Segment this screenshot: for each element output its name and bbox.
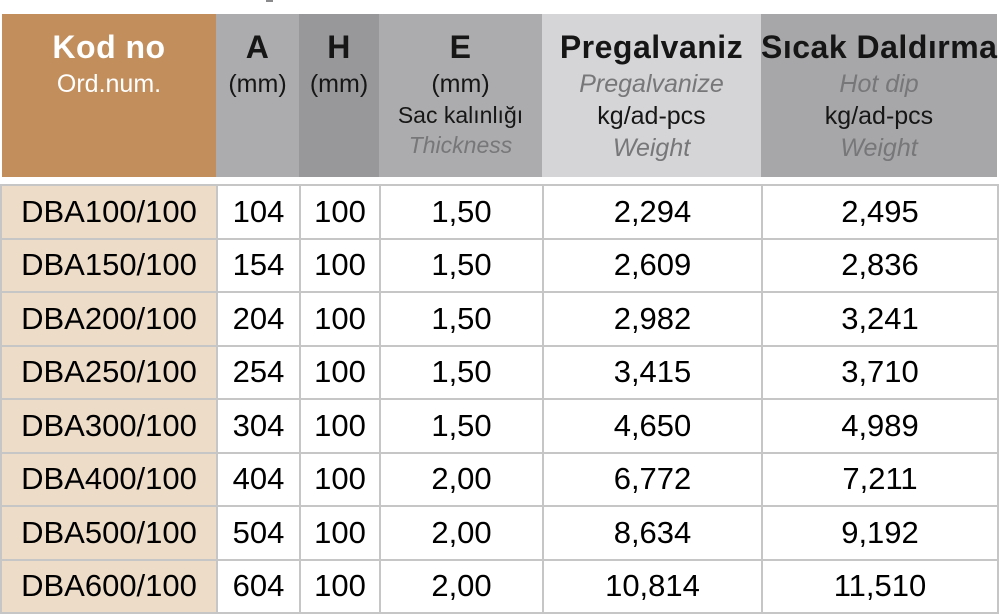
cell-e-thickness: 1,50 (379, 237, 544, 293)
cell-pregalvaniz-weight: 2,609 (542, 237, 763, 293)
header-cell-sicak-daldirma: Sıcak Daldırma Hot dip kg/ad-pcs Weight (761, 14, 997, 177)
cell-h-mm: 100 (299, 291, 381, 347)
cell-a-mm: 154 (216, 237, 301, 293)
cell-a-mm: 604 (216, 558, 301, 614)
pregalvaniz-desc-english: Weight (612, 134, 691, 162)
e-desc-english: Thickness (408, 132, 513, 158)
table-row: DBA250/100 254 100 1,50 3,415 3,710 (0, 344, 999, 400)
cell-h-mm: 100 (299, 505, 381, 561)
a-title: A (245, 29, 270, 65)
h-title: H (327, 29, 351, 65)
a-unit: (mm) (228, 70, 287, 98)
cell-a-mm: 504 (216, 505, 301, 561)
cell-h-mm: 100 (299, 344, 381, 400)
cell-pregalvaniz-weight: 4,650 (542, 398, 763, 454)
cell-kod-no: DBA300/100 (0, 398, 218, 454)
cell-e-thickness: 1,50 (379, 291, 544, 347)
cell-pregalvaniz-weight: 8,634 (542, 505, 763, 561)
cell-sicak-daldirma-weight: 2,836 (761, 237, 999, 293)
cell-e-thickness: 2,00 (379, 505, 544, 561)
cell-kod-no: DBA100/100 (0, 184, 218, 240)
e-desc-turkish: Sac kalınlığı (397, 102, 524, 128)
cell-a-mm: 404 (216, 451, 301, 507)
table-row: DBA300/100 304 100 1,50 4,650 4,989 (0, 398, 999, 454)
header-cell-e: E (mm) Sac kalınlığı Thickness (379, 14, 542, 177)
sicak-daldirma-title: Sıcak Daldırma (761, 29, 998, 65)
cell-kod-no: DBA200/100 (0, 291, 218, 347)
cell-h-mm: 100 (299, 237, 381, 293)
cell-e-thickness: 2,00 (379, 558, 544, 614)
cell-sicak-daldirma-weight: 4,989 (761, 398, 999, 454)
table-row: DBA200/100 204 100 1,50 2,982 3,241 (0, 291, 999, 347)
cell-pregalvaniz-weight: 6,772 (542, 451, 763, 507)
cell-sicak-daldirma-weight: 11,510 (761, 558, 999, 614)
cell-a-mm: 104 (216, 184, 301, 240)
header-cell-kod-no: Kod no Ord.num. (2, 14, 216, 177)
header-cell-h: H (mm) (299, 14, 379, 177)
cell-e-thickness: 2,00 (379, 451, 544, 507)
table-header-row: Kod no Ord.num. A (mm) H (mm) E (mm) Sac… (2, 14, 997, 177)
pregalvaniz-subtitle-english: Pregalvanize (579, 70, 724, 98)
spec-table-body: DBA100/100 104 100 1,50 2,294 2,495 DBA1… (0, 184, 999, 614)
cell-kod-no: DBA400/100 (0, 451, 218, 507)
kod-no-subtitle: Ord.num. (56, 70, 162, 98)
cell-pregalvaniz-weight: 2,982 (542, 291, 763, 347)
cell-sicak-daldirma-weight: 9,192 (761, 505, 999, 561)
sicak-daldirma-subtitle-english: Hot dip (839, 70, 919, 98)
cell-kod-no: DBA600/100 (0, 558, 218, 614)
table-row: DBA400/100 404 100 2,00 6,772 7,211 (0, 451, 999, 507)
cell-h-mm: 100 (299, 558, 381, 614)
cell-h-mm: 100 (299, 398, 381, 454)
cell-pregalvaniz-weight: 3,415 (542, 344, 763, 400)
cell-sicak-daldirma-weight: 2,495 (761, 184, 999, 240)
cell-kod-no: DBA250/100 (0, 344, 218, 400)
cell-e-thickness: 1,50 (379, 184, 544, 240)
table-row: DBA600/100 604 100 2,00 10,814 11,510 (0, 558, 999, 614)
cell-pregalvaniz-weight: 10,814 (542, 558, 763, 614)
cell-a-mm: 254 (216, 344, 301, 400)
cell-pregalvaniz-weight: 2,294 (542, 184, 763, 240)
header-cell-pregalvaniz: Pregalvaniz Pregalvanize kg/ad-pcs Weigh… (542, 14, 761, 177)
cell-e-thickness: 1,50 (379, 344, 544, 400)
cell-kod-no: DBA150/100 (0, 237, 218, 293)
cell-sicak-daldirma-weight: 3,710 (761, 344, 999, 400)
e-unit: (mm) (431, 70, 490, 98)
h-unit: (mm) (309, 70, 369, 98)
cell-sicak-daldirma-weight: 7,211 (761, 451, 999, 507)
pregalvaniz-unit: kg/ad-pcs (597, 102, 706, 130)
cell-h-mm: 100 (299, 184, 381, 240)
sicak-daldirma-unit: kg/ad-pcs (824, 102, 934, 130)
table-row: DBA150/100 154 100 1,50 2,609 2,836 (0, 237, 999, 293)
cell-e-thickness: 1,50 (379, 398, 544, 454)
cell-sicak-daldirma-weight: 3,241 (761, 291, 999, 347)
cell-a-mm: 204 (216, 291, 301, 347)
kod-no-title: Kod no (52, 29, 166, 65)
table-row: DBA500/100 504 100 2,00 8,634 9,192 (0, 505, 999, 561)
cell-kod-no: DBA500/100 (0, 505, 218, 561)
table-row: DBA100/100 104 100 1,50 2,294 2,495 (0, 184, 999, 240)
cell-h-mm: 100 (299, 451, 381, 507)
header-cell-a: A (mm) (216, 14, 299, 177)
sicak-daldirma-desc-english: Weight (840, 134, 918, 162)
cropped-drawing-artifact (266, 0, 273, 2)
pregalvaniz-title: Pregalvaniz (559, 29, 744, 65)
e-title: E (449, 29, 472, 65)
cell-a-mm: 304 (216, 398, 301, 454)
